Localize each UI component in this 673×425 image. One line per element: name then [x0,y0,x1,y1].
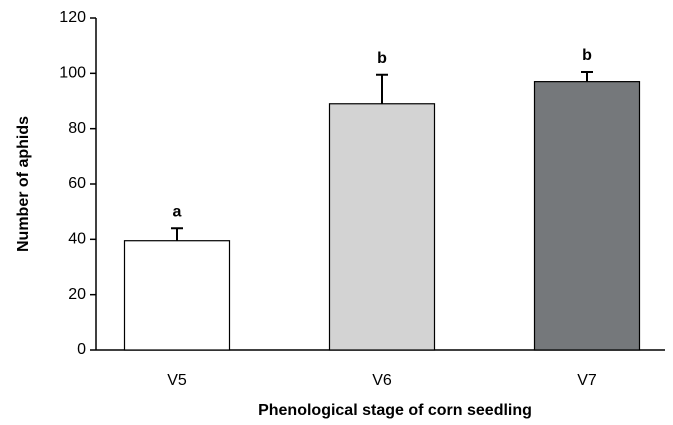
significance-letter: b [582,47,592,64]
y-tick-label: 80 [68,120,86,137]
y-tick-label: 20 [68,286,86,303]
bar [533,81,641,351]
error-bar [581,70,593,82]
y-tick-label: 60 [68,175,86,192]
x-tick-label: V7 [577,372,597,389]
error-bar [171,227,183,241]
y-tick-label: 0 [77,341,86,358]
x-tick-label: V5 [167,372,187,389]
x-axis-title: Phenological stage of corn seedling [258,402,532,419]
significance-letter: a [173,203,182,220]
y-axis-title: Number of aphids [15,116,32,252]
error-bar [376,73,388,104]
x-tick-label: V6 [372,372,392,389]
significance-letter: b [377,50,387,67]
bar [328,103,436,351]
y-tick-label: 120 [59,9,86,26]
y-tick-label: 40 [68,231,86,248]
bar [123,240,231,351]
y-tick-label: 100 [59,65,86,82]
